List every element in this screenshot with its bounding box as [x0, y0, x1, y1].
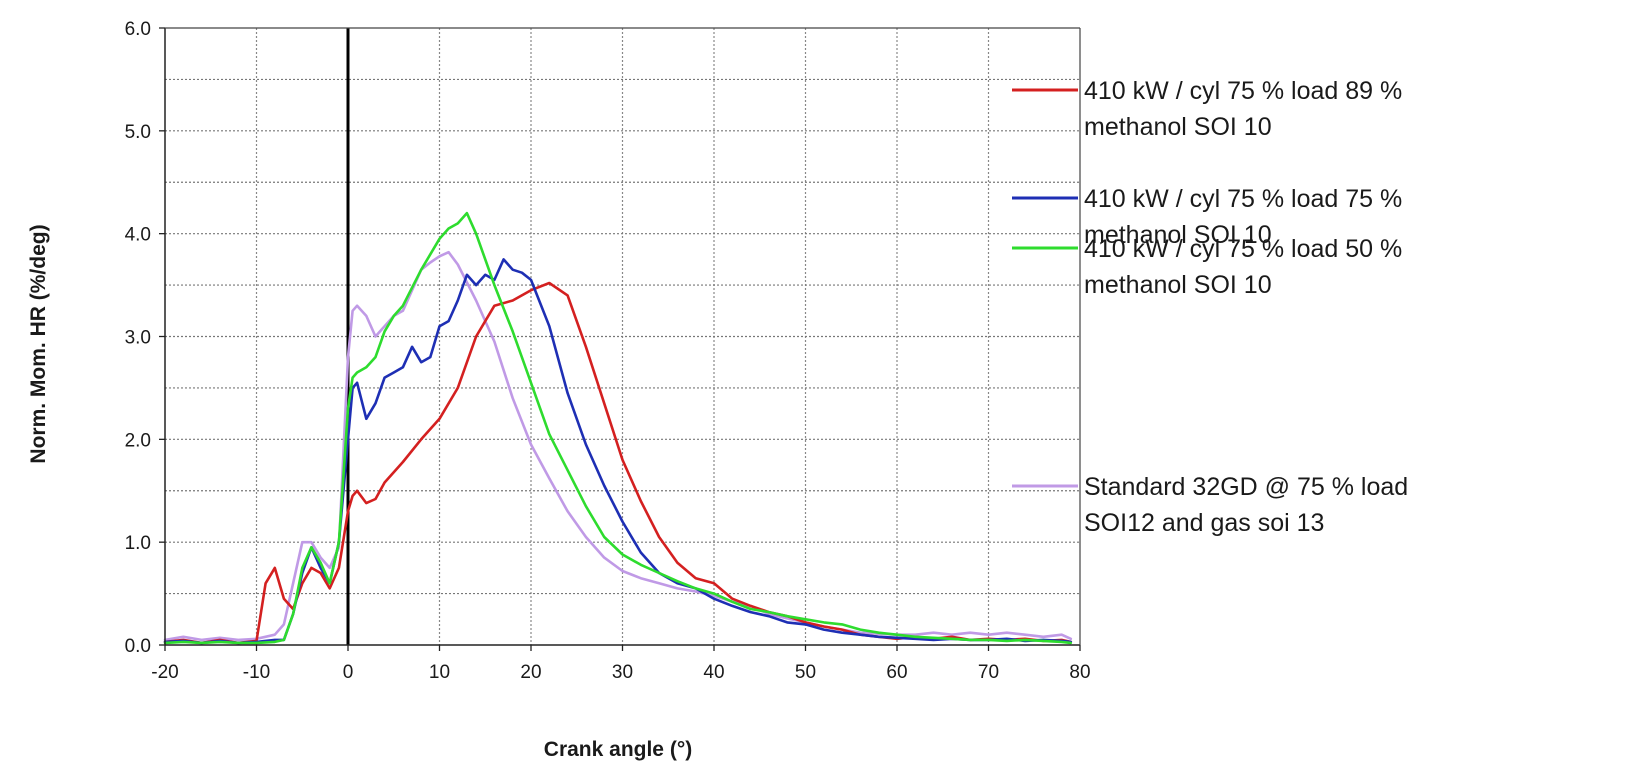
grid — [165, 28, 1080, 645]
x-tick-label: 80 — [1069, 662, 1090, 683]
y-tick-label: 6.0 — [125, 19, 151, 40]
y-tick-label: 1.0 — [125, 533, 151, 554]
x-tick-label: 40 — [703, 662, 724, 683]
x-tick-label: -10 — [243, 662, 270, 683]
series-group — [163, 211, 1073, 645]
x-tick-label: 20 — [520, 662, 541, 683]
legend-label: methanol SOI 10 — [1084, 271, 1272, 299]
y-axis-title: Norm. Mom. HR (%/deg) — [27, 224, 50, 463]
tick-labels: -20 -10 0 10 20 30 40 50 60 70 80 0.0 1.0 2.0 3.0 4.0 5.… — [125, 19, 1091, 683]
x-tick-label: 70 — [978, 662, 999, 683]
legend-entry-3: 410 kW / cyl 75 % load 50 % methanol SOI … — [1012, 235, 1402, 299]
legend-label: methanol SOI 10 — [1084, 113, 1272, 141]
legend: 410 kW / cyl 75 % load 89 % methanol SOI … — [1012, 77, 1408, 537]
series-line-2 — [163, 258, 1073, 645]
legend-label: 410 kW / cyl 75 % load 89 % — [1084, 77, 1402, 105]
legend-entry-1: 410 kW / cyl 75 % load 89 % methanol SOI … — [1012, 77, 1402, 141]
legend-entry-2: 410 kW / cyl 75 % load 75 % methanol SOI … — [1012, 185, 1402, 249]
legend-label: 410 kW / cyl 75 % load 75 % — [1084, 185, 1402, 213]
x-tick-label: 10 — [429, 662, 450, 683]
x-tick-label: 60 — [886, 662, 907, 683]
x-tick-label: 50 — [795, 662, 816, 683]
y-tick-label: 4.0 — [125, 225, 151, 246]
legend-label: SOI12 and gas soi 13 — [1084, 509, 1324, 537]
y-tick-label: 5.0 — [125, 122, 151, 143]
y-tick-label: 2.0 — [125, 430, 151, 451]
x-tick-label: 0 — [343, 662, 354, 683]
legend-label: methanol SOI 10 — [1084, 221, 1272, 249]
x-tick-label: -20 — [151, 662, 178, 683]
legend-label: Standard 32GD @ 75 % load — [1084, 473, 1408, 501]
x-tick-label: 30 — [612, 662, 633, 683]
series-line-3 — [163, 211, 1073, 645]
legend-entry-4: Standard 32GD @ 75 % load SOI12 and gas s… — [1012, 473, 1408, 537]
axes — [159, 27, 1081, 651]
legend-label: 410 kW / cyl 75 % load 50 % — [1084, 235, 1402, 263]
y-tick-label: 3.0 — [125, 328, 151, 349]
x-axis-title: Crank angle (°) — [544, 738, 692, 761]
y-tick-label: 0.0 — [125, 636, 151, 657]
